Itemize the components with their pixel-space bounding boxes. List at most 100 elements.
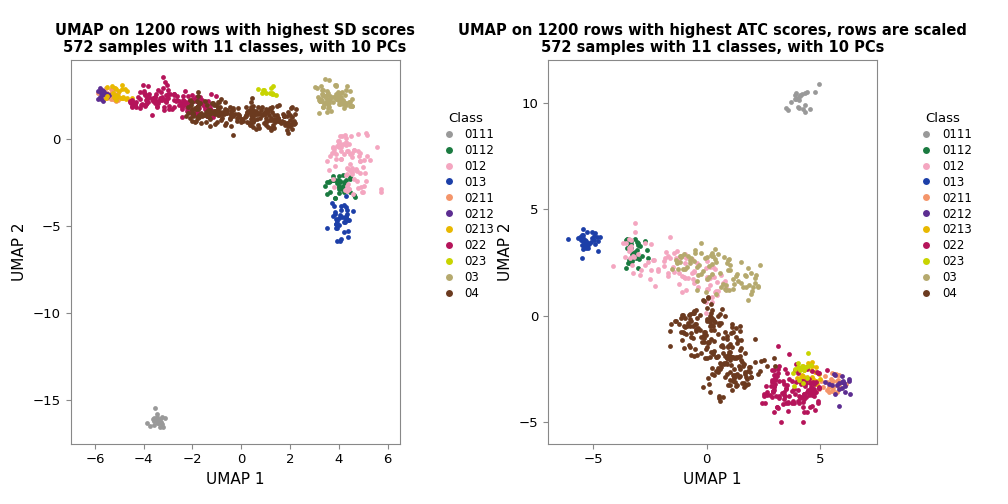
Point (730, 277, 746, 285)
Point (335, 181, 351, 190)
Point (732, 322, 748, 330)
Point (699, 331, 715, 339)
Point (745, 283, 761, 291)
Point (675, 328, 691, 336)
Point (824, 375, 840, 383)
Point (794, 371, 810, 379)
Point (134, 81, 150, 89)
Point (816, 371, 833, 380)
Point (575, 254, 591, 262)
Point (199, 108, 215, 116)
Point (263, 114, 279, 122)
Point (605, 262, 621, 270)
Point (284, 125, 300, 133)
Point (328, 224, 344, 232)
Point (194, 112, 210, 120)
Point (227, 110, 243, 118)
Point (780, 398, 796, 406)
Point (270, 117, 286, 125)
Point (327, 208, 343, 216)
Point (704, 270, 720, 278)
Point (197, 98, 213, 106)
Point (620, 234, 636, 242)
Point (791, 92, 807, 100)
Point (686, 268, 703, 276)
Point (339, 164, 355, 172)
Point (734, 356, 750, 364)
Point (666, 249, 682, 257)
Point (744, 287, 760, 295)
Point (114, 85, 130, 93)
Point (720, 351, 736, 359)
Point (793, 377, 809, 385)
Point (113, 94, 129, 102)
Point (781, 350, 797, 358)
Point (804, 375, 821, 383)
Point (806, 389, 823, 397)
Point (284, 120, 300, 129)
Point (703, 388, 719, 396)
Point (720, 266, 736, 274)
Point (705, 321, 721, 329)
Point (262, 124, 278, 132)
Point (327, 148, 343, 156)
Point (108, 91, 124, 99)
Point (279, 112, 295, 120)
Point (718, 284, 734, 292)
Point (673, 311, 689, 319)
Point (276, 121, 292, 130)
Point (339, 82, 355, 90)
Point (759, 391, 775, 399)
Point (714, 341, 730, 349)
Point (826, 370, 842, 378)
Point (727, 372, 743, 381)
Point (681, 341, 698, 349)
Point (332, 188, 348, 197)
Point (711, 395, 727, 403)
Point (831, 380, 847, 388)
Point (786, 390, 802, 398)
Point (217, 98, 233, 106)
Point (672, 252, 688, 260)
Point (623, 241, 639, 249)
Point (702, 281, 718, 289)
Point (676, 329, 692, 337)
Point (219, 119, 235, 127)
Point (255, 119, 271, 128)
Point (660, 269, 676, 277)
Point (799, 408, 815, 416)
Point (716, 280, 732, 288)
Point (264, 90, 280, 98)
Point (104, 91, 120, 99)
Point (344, 95, 360, 103)
Point (331, 214, 347, 222)
Point (733, 258, 749, 266)
Point (704, 251, 720, 260)
Point (311, 97, 328, 105)
Point (700, 339, 716, 347)
Point (100, 90, 116, 98)
Point (137, 90, 153, 98)
Point (180, 109, 197, 117)
Point (212, 102, 228, 110)
Point (321, 76, 337, 84)
Point (778, 399, 794, 407)
Point (210, 104, 226, 112)
Point (631, 255, 647, 263)
Point (626, 253, 642, 261)
Point (637, 262, 653, 270)
Point (725, 285, 741, 293)
Point (264, 108, 280, 116)
Point (672, 251, 688, 260)
Point (794, 363, 810, 371)
Point (342, 87, 358, 95)
Point (261, 111, 277, 119)
Point (212, 111, 228, 119)
Point (718, 285, 734, 293)
Point (681, 256, 698, 264)
Point (579, 228, 595, 236)
Point (344, 170, 360, 178)
Point (319, 108, 335, 116)
Point (245, 102, 261, 110)
Point (98, 91, 114, 99)
